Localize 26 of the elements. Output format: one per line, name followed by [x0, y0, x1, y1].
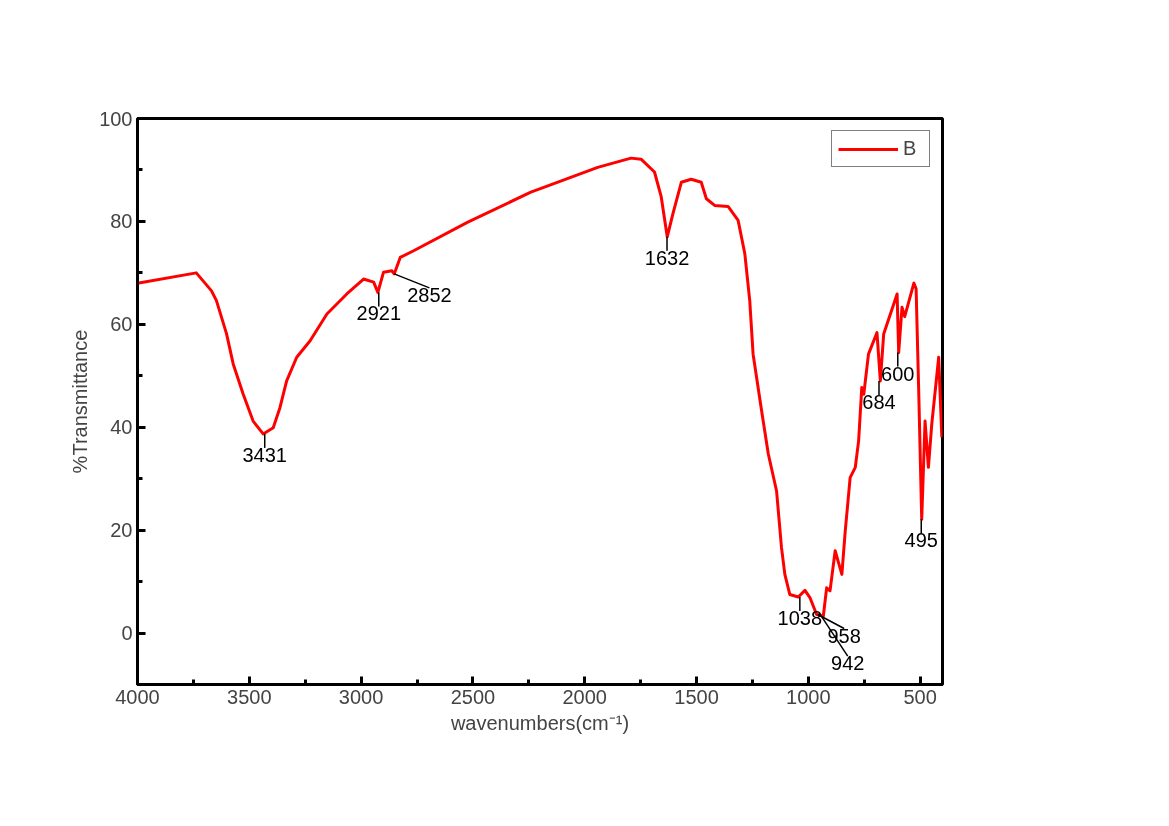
x-axis-title: wavenumbers(cm⁻¹) — [449, 711, 630, 734]
y-tick-label: 40 — [110, 416, 133, 439]
annotation: 684 — [862, 390, 896, 413]
y-tick-label: 0 — [121, 622, 133, 645]
annotation: 495 — [904, 529, 938, 552]
y-tick-label: 60 — [110, 313, 133, 336]
annotation: 942 — [831, 652, 865, 675]
x-tick-label: 500 — [903, 685, 937, 708]
y-tick-label: 20 — [110, 519, 133, 542]
x-tick-label: 2000 — [562, 685, 607, 708]
x-tick-label: 2500 — [450, 685, 496, 708]
x-tick-label: 1500 — [674, 685, 719, 708]
x-tick-label: 4000 — [115, 685, 160, 708]
legend-label: B — [903, 137, 918, 160]
annotation: 600 — [881, 362, 915, 385]
y-tick-label: 100 — [99, 107, 133, 130]
x-tick-label: 3500 — [227, 685, 272, 708]
x-tick-label: 3000 — [338, 685, 384, 708]
y-tick-label: 80 — [110, 210, 133, 233]
x-tick-label: 1000 — [786, 685, 831, 708]
annotation: 1632 — [644, 246, 690, 269]
annotation: 2921 — [356, 302, 402, 325]
annotation: 1038 — [777, 607, 823, 630]
annotation: 2852 — [407, 283, 452, 306]
annotation: 3431 — [242, 443, 287, 466]
y-axis-title: %Transmittance — [69, 329, 92, 474]
